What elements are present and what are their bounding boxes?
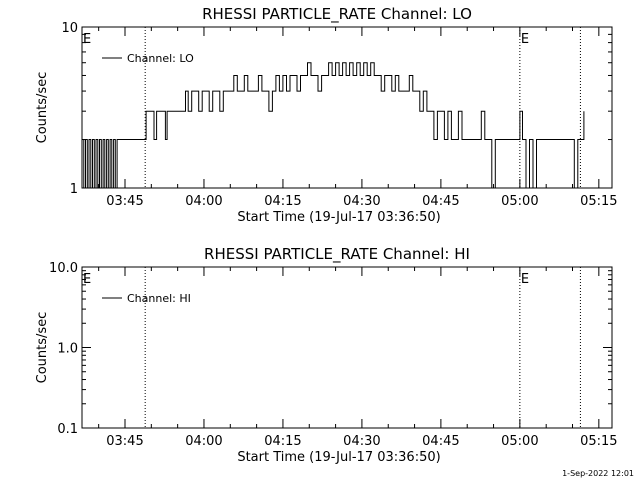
- panel2-x-tick-label: 03:45: [106, 434, 143, 449]
- panel1-title: RHESSI PARTICLE_RATE Channel: LO: [202, 5, 472, 24]
- panel2-y-tick-label: 0.1: [57, 422, 78, 437]
- panel1-y-tick-label: 10: [61, 21, 78, 36]
- panel2-x-tick-label: 04:15: [264, 434, 301, 449]
- panel1-x-tick-label: 03:45: [106, 194, 143, 209]
- panel1-x-tick-label: 04:00: [185, 194, 222, 209]
- panel2-y-tick-label: 10.0: [49, 261, 78, 276]
- panel2-y-axis-label: Counts/sec: [35, 312, 50, 384]
- panel1-legend-label: Channel: LO: [127, 52, 194, 65]
- panel1-x-tick-label: 04:45: [422, 194, 459, 209]
- panel1-x-tick-label: 04:15: [264, 194, 301, 209]
- panel1-series-line: [82, 62, 585, 189]
- panel2-edge-label: E: [83, 272, 91, 287]
- panel1-event-marker-label: E: [521, 32, 529, 47]
- panel2-x-tick-label: 05:15: [580, 434, 617, 449]
- panel2-legend-label: Channel: HI: [127, 292, 191, 305]
- panel1-y-tick-label: 1: [70, 182, 78, 197]
- panel1-x-tick-label: 05:00: [501, 194, 538, 209]
- panel1-axes-frame: [81, 26, 613, 189]
- panel2-event-marker-label: E: [521, 272, 529, 287]
- panel1-x-tick-label: 05:15: [580, 194, 617, 209]
- panel2-x-tick-label: 04:45: [422, 434, 459, 449]
- panel2-x-tick-label: 04:00: [185, 434, 222, 449]
- panel1-x-axis-label: Start Time (19-Jul-17 03:36:50): [237, 210, 440, 225]
- panel1-edge-label: E: [83, 32, 91, 47]
- panel2-x-tick-label: 05:00: [501, 434, 538, 449]
- panel2-x-axis-label: Start Time (19-Jul-17 03:36:50): [237, 450, 440, 465]
- panel1-y-axis-label: Counts/sec: [35, 72, 50, 144]
- panel1-x-tick-label: 04:30: [343, 194, 380, 209]
- panel2-x-tick-label: 04:30: [343, 434, 380, 449]
- panel2-y-tick-label: 1.0: [57, 342, 78, 357]
- panel2-title: RHESSI PARTICLE_RATE Channel: HI: [204, 245, 470, 264]
- footer-timestamp: 1-Sep-2022 12:01: [562, 469, 634, 478]
